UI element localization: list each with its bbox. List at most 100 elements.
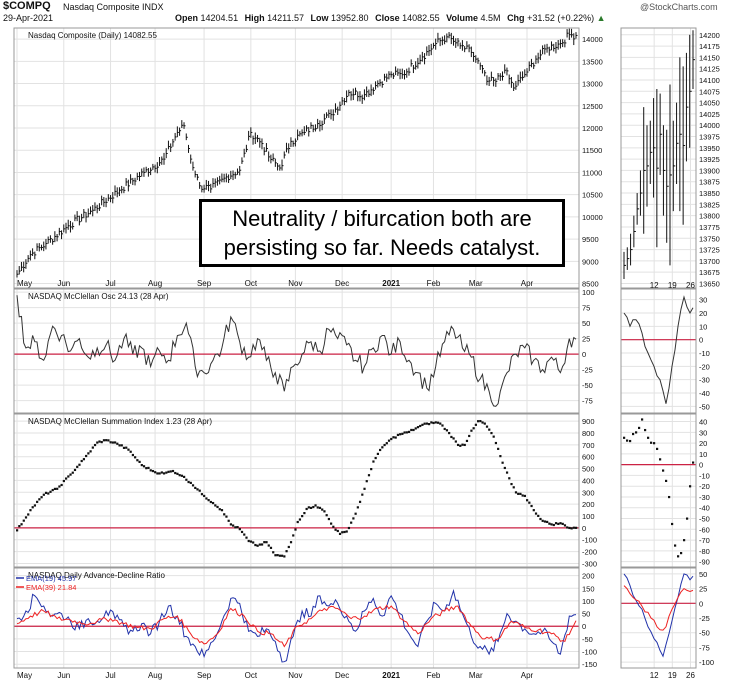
panel-title: NASDAQ Daily Advance-Decline Ratio <box>28 571 165 580</box>
summation-point <box>229 523 233 526</box>
summation-point <box>142 465 146 468</box>
summation-point <box>44 491 48 494</box>
summation-point <box>258 543 261 546</box>
panel-border <box>13 288 580 414</box>
summation-point <box>256 544 259 547</box>
summation-point <box>314 504 317 507</box>
summation-point <box>530 504 533 508</box>
summation-point <box>252 541 255 544</box>
panel-border <box>620 27 697 289</box>
summation-point <box>656 447 659 451</box>
volume-label: Volume <box>446 13 479 23</box>
summation-point <box>29 509 32 512</box>
summation-point <box>60 483 63 487</box>
summation-point <box>162 472 166 475</box>
summation-point <box>122 446 126 449</box>
summation-point <box>131 453 135 457</box>
summation-point <box>677 555 680 558</box>
summation-point <box>260 543 264 546</box>
summation-point <box>692 461 695 464</box>
summation-point <box>345 530 348 533</box>
summation-point <box>113 441 117 444</box>
summation-point <box>62 479 65 483</box>
summation-point <box>278 554 281 557</box>
y-tick-label: -200 <box>582 548 597 557</box>
y-tick-label: 14100 <box>699 76 720 85</box>
y-tick-label: -300 <box>582 559 597 568</box>
summation-point <box>390 437 393 441</box>
summation-point <box>503 466 506 470</box>
y-tick-label: -100 <box>582 536 597 545</box>
summation-point <box>671 522 674 526</box>
summation-point <box>296 520 299 524</box>
y-tick-label: 100 <box>582 597 595 606</box>
summation-point <box>561 522 564 525</box>
y-tick-label: 14000 <box>699 121 720 130</box>
summation-point <box>557 522 560 525</box>
x-tick-label: 2021 <box>382 671 400 680</box>
x-tick-label: Feb <box>427 279 441 288</box>
summation-point <box>407 430 411 433</box>
summation-point <box>689 485 692 488</box>
panel-border <box>620 288 697 414</box>
y-tick-label: -10 <box>699 471 710 480</box>
y-tick-label: 75 <box>582 304 590 313</box>
summation-point <box>365 480 368 483</box>
x-tick-label: 19 <box>668 671 677 680</box>
summation-point <box>441 424 444 427</box>
oscillator-line <box>623 295 694 404</box>
x-tick-label: Aug <box>148 279 162 288</box>
y-tick-label: 13725 <box>699 246 720 255</box>
summation-point <box>632 432 635 436</box>
panel-0 <box>13 27 580 289</box>
y-tick-label: 14200 <box>699 31 720 40</box>
summation-point <box>479 419 482 423</box>
summation-point <box>434 421 437 424</box>
summation-point <box>358 500 362 503</box>
summation-point <box>548 522 551 525</box>
panel-border <box>13 567 580 669</box>
symbol-label: $COMPQ <box>3 0 51 12</box>
summation-point <box>532 509 535 512</box>
y-tick-label: 0 <box>699 461 703 470</box>
summation-point <box>203 494 206 498</box>
y-tick-label: 13700 <box>699 257 720 266</box>
volume-value: 4.5M <box>480 13 501 23</box>
summation-point <box>374 456 377 460</box>
panel-5 <box>620 413 697 568</box>
summation-point <box>575 526 578 529</box>
summation-point <box>309 506 313 510</box>
summation-point <box>176 472 179 475</box>
annotation-line-2: persisting so far. Needs catalyst. <box>223 235 541 260</box>
summation-point <box>69 473 72 476</box>
summation-point <box>151 469 155 473</box>
summation-point <box>232 524 235 527</box>
y-tick-label: 9500 <box>582 235 599 244</box>
x-tick-label: Jul <box>105 279 115 288</box>
summation-point <box>247 539 250 543</box>
x-tick-label: Jul <box>105 671 115 680</box>
panel-3 <box>620 288 697 414</box>
summation-point <box>140 464 143 467</box>
summation-point <box>218 508 221 511</box>
y-tick-label: 30 <box>699 296 707 305</box>
y-tick-label: -20 <box>699 362 710 371</box>
summation-point <box>383 443 386 447</box>
y-tick-label: 14175 <box>699 42 720 51</box>
summation-point <box>272 551 275 554</box>
panel-border <box>620 413 697 568</box>
summation-point <box>338 532 342 535</box>
summation-point <box>401 432 404 435</box>
summation-point <box>107 439 110 442</box>
x-tick-label: May <box>17 279 32 288</box>
x-tick-label: Feb <box>427 671 441 680</box>
summation-point <box>443 427 446 431</box>
brand-label: @StockCharts.com <box>640 2 718 12</box>
y-tick-label: 400 <box>582 476 595 485</box>
summation-point <box>343 530 346 534</box>
y-tick-label: 200 <box>582 572 595 581</box>
summation-point <box>370 468 373 471</box>
y-tick-label: -100 <box>699 658 714 667</box>
summation-point <box>307 506 310 509</box>
